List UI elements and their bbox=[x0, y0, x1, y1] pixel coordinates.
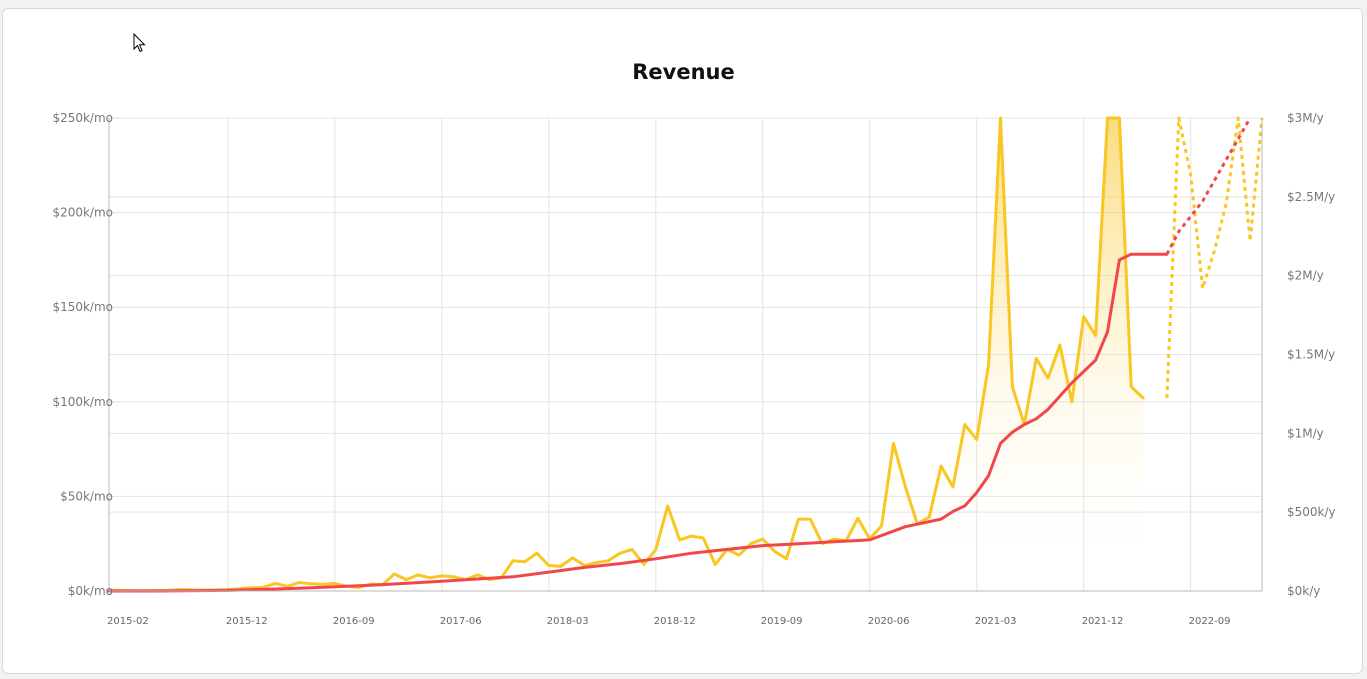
y-tick-label-right: $1M/y bbox=[1287, 426, 1324, 440]
x-tick-label: 2017-06 bbox=[440, 616, 482, 627]
y-tick-label-right: $1.5M/y bbox=[1287, 348, 1335, 362]
y-tick-label-right: $0k/y bbox=[1287, 584, 1320, 598]
y-tick-label-left: $200k/mo bbox=[52, 206, 113, 220]
series-lines bbox=[107, 116, 1264, 593]
x-tick-label: 2016-09 bbox=[333, 616, 375, 627]
y-tick-label-left: $100k/mo bbox=[52, 395, 113, 409]
x-tick-label: 2020-06 bbox=[868, 616, 910, 627]
x-tick-label: 2019-09 bbox=[761, 616, 803, 627]
y-tick-label-right: $3M/y bbox=[1287, 111, 1324, 125]
x-tick-label: 2018-03 bbox=[547, 616, 589, 627]
monthly-line bbox=[107, 116, 1145, 593]
annual-line bbox=[107, 252, 1169, 593]
x-tick-label: 2015-02 bbox=[107, 616, 149, 627]
x-tick-label: 2021-03 bbox=[975, 616, 1017, 627]
tick-labels: $250k/mo $200k/mo $150k/mo $100k/mo $50k/mo $… bbox=[52, 111, 1335, 627]
monthly-projection-line bbox=[1165, 116, 1264, 399]
mouse-pointer-icon bbox=[133, 33, 146, 53]
monthly-area bbox=[109, 118, 1144, 591]
y-tick-label-right: $500k/y bbox=[1287, 505, 1336, 519]
y-tick-label-left: $250k/mo bbox=[52, 111, 113, 125]
monthly-area bbox=[109, 118, 1144, 591]
x-tick-label: 2015-12 bbox=[226, 616, 268, 627]
chart-title: Revenue bbox=[632, 60, 735, 84]
y-tick-label-right: $2M/y bbox=[1287, 269, 1324, 283]
x-tick-label: 2021-12 bbox=[1082, 616, 1124, 627]
x-tick-label: 2018-12 bbox=[654, 616, 696, 627]
y-tick-label-left: $50k/mo bbox=[60, 489, 113, 503]
annual-projection-line bbox=[1165, 117, 1252, 255]
axes bbox=[108, 118, 1263, 592]
x-tick-label: 2022-09 bbox=[1189, 616, 1231, 627]
y-tick-label-left: $0k/mo bbox=[68, 584, 113, 598]
y-tick-label-left: $150k/mo bbox=[52, 300, 113, 314]
y-tick-label-right: $2.5M/y bbox=[1287, 190, 1335, 204]
